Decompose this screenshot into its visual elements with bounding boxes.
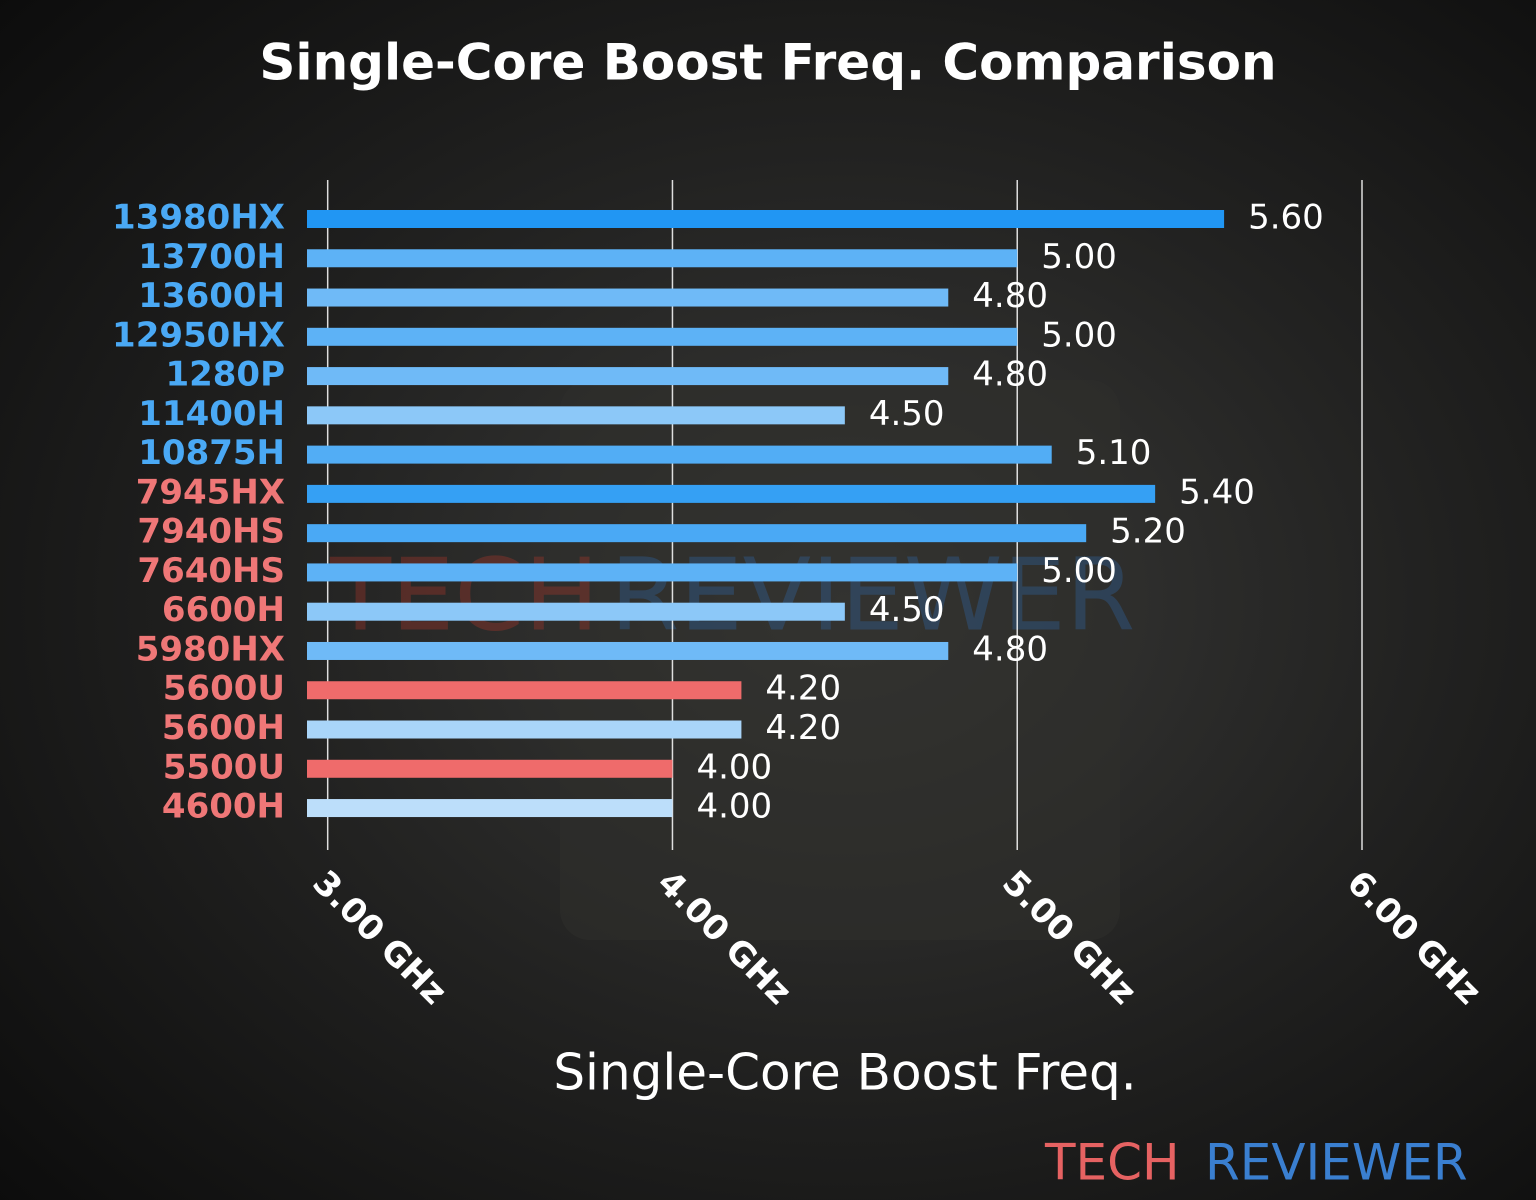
bar (307, 641, 949, 660)
chart-title: Single-Core Boost Freq. Comparison (259, 34, 1276, 92)
y-tick-label: 5600H (162, 708, 285, 748)
y-tick-label: 5500U (163, 747, 285, 787)
bar (307, 288, 949, 307)
y-tick-label: 13700H (138, 237, 285, 277)
logo-part: REVIEWER (1205, 1134, 1468, 1192)
logo: TECH REVIEWER (1044, 1134, 1468, 1192)
value-label: 4.50 (869, 590, 945, 630)
bar (307, 367, 949, 386)
logo-part: TECH (1044, 1134, 1180, 1192)
watermark-part: REVIEWER (610, 536, 1135, 653)
y-tick-label: 7940HS (137, 512, 285, 552)
bar (307, 484, 1156, 503)
value-label: 4.80 (972, 355, 1048, 395)
value-label: 5.20 (1110, 512, 1186, 552)
bar (307, 445, 1052, 464)
value-label: 5.00 (1041, 551, 1117, 591)
y-tick-label: 1280P (165, 355, 285, 395)
y-tick-label: 7640HS (137, 551, 285, 591)
value-label: 5.00 (1041, 237, 1117, 277)
bar (307, 406, 845, 425)
y-tick-label: 10875H (138, 433, 285, 473)
bar (307, 759, 673, 778)
bar (307, 602, 845, 621)
bar (307, 563, 1018, 582)
y-tick-label: 13980HX (112, 198, 285, 238)
y-tick-label: 4600H (162, 787, 285, 827)
bar (307, 249, 1018, 268)
y-tick-label: 7945HX (136, 472, 285, 512)
watermark-part: TECH (329, 536, 599, 653)
x-axis-label: Single-Core Boost Freq. (553, 1044, 1136, 1102)
value-label: 4.80 (972, 629, 1048, 669)
bar (307, 210, 1225, 228)
bar (307, 720, 742, 739)
y-tick-label: 13600H (138, 276, 285, 316)
y-tick-label: 5980HX (136, 629, 285, 669)
value-label: 4.00 (696, 787, 772, 827)
bar (307, 681, 742, 700)
y-tick-label: 6600H (162, 590, 285, 630)
watermark: TECH REVIEWER (329, 536, 1135, 653)
value-label: 4.80 (972, 276, 1048, 316)
value-label: 5.60 (1248, 198, 1324, 238)
y-tick-label: 12950HX (112, 315, 285, 355)
value-label: 4.20 (765, 708, 841, 748)
y-tick-label: 11400H (138, 394, 285, 434)
value-label: 5.00 (1041, 315, 1117, 355)
bar (307, 799, 673, 818)
value-label: 4.20 (765, 669, 841, 709)
y-tick-label: 5600U (163, 669, 285, 709)
value-label: 5.10 (1076, 433, 1152, 473)
value-label: 4.00 (696, 747, 772, 787)
bar (307, 524, 1087, 543)
bar (307, 327, 1018, 346)
value-label: 4.50 (869, 394, 945, 434)
background-chip (560, 380, 1120, 940)
value-label: 5.40 (1179, 472, 1255, 512)
